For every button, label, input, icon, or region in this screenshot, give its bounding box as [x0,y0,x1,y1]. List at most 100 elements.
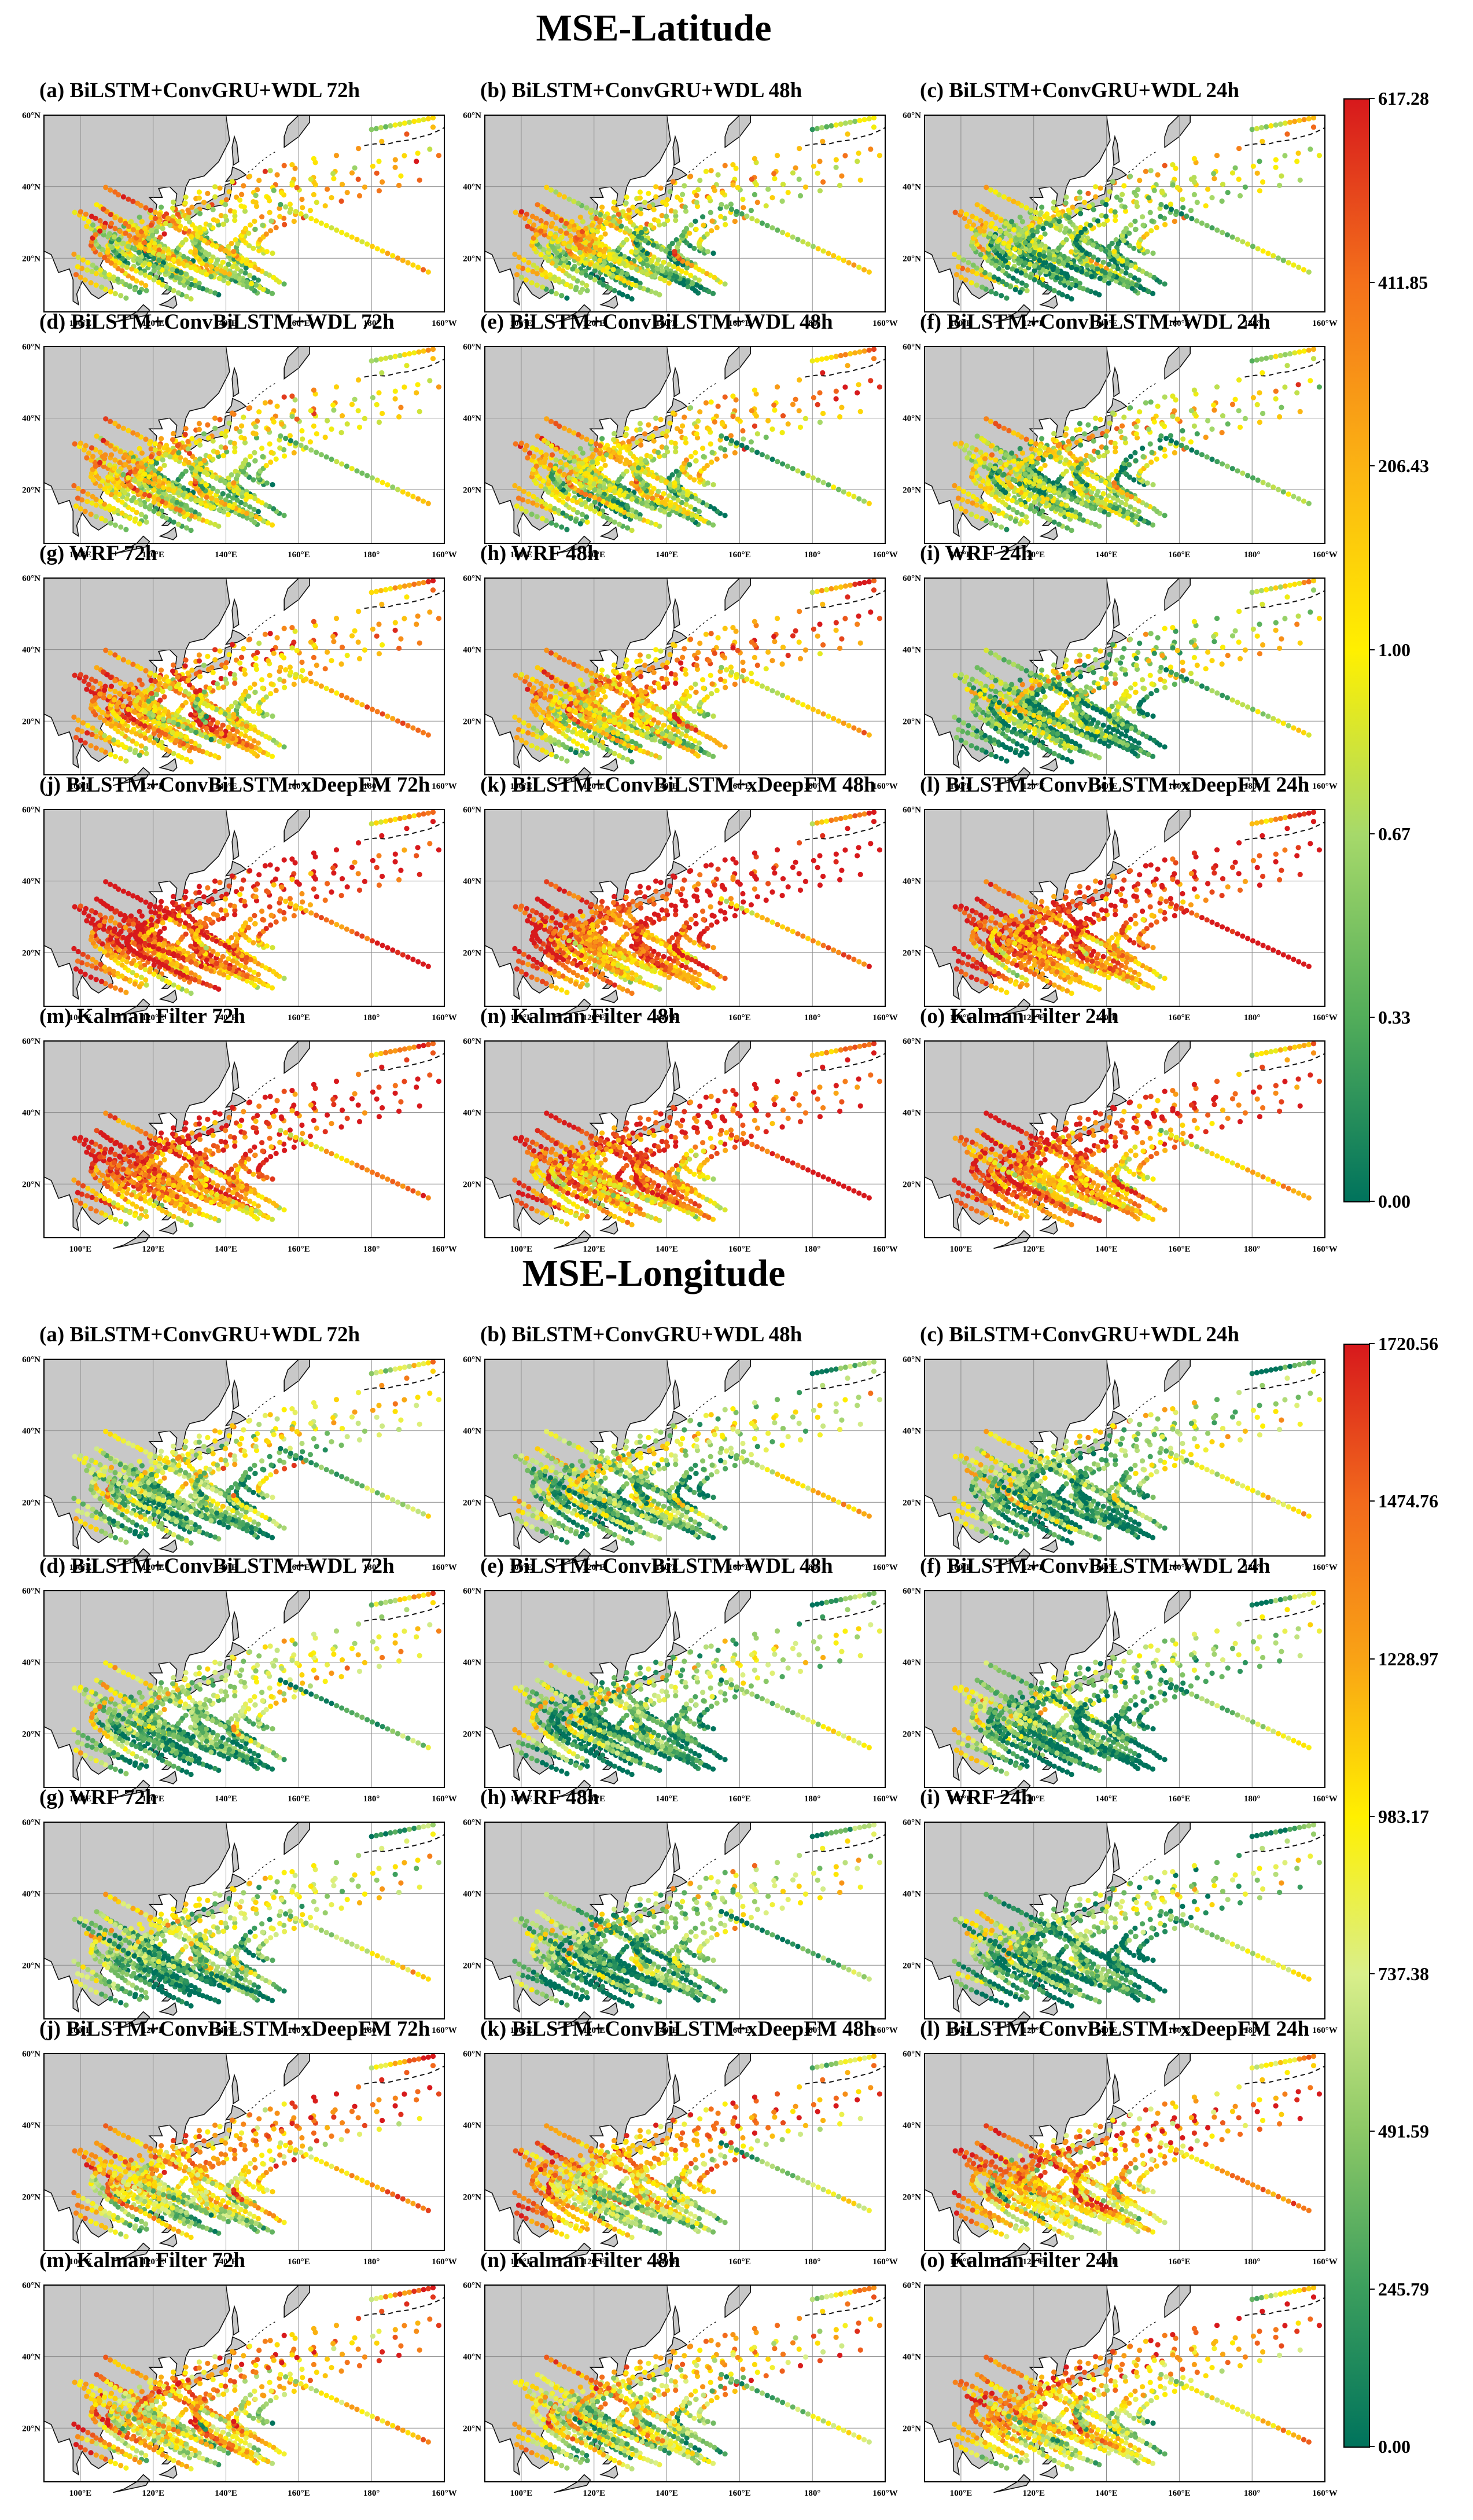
track-point [987,272,992,277]
track-point [339,230,344,235]
track-point [1137,409,1142,414]
track-point [1243,185,1248,190]
track-point [1230,170,1235,175]
track-point [718,214,723,219]
track-point [535,514,540,519]
track-point [1140,214,1145,219]
track-point [1064,237,1069,242]
track-point [732,219,738,224]
track-point [230,410,235,415]
track-point [253,193,259,198]
track-point [1311,124,1316,130]
track-point [1298,178,1303,183]
track-point [299,211,304,216]
track-point [1149,218,1154,223]
track-point [624,469,629,474]
track-point [1292,119,1297,124]
track-point [356,176,361,182]
track-point [1043,231,1048,237]
track-point [167,487,172,492]
track-point [871,347,877,352]
track-point [227,189,232,194]
track-point [688,222,694,227]
track-point [688,504,693,509]
y-tick-label: 40°N [903,414,921,424]
track-point [1169,207,1174,212]
track-point [705,463,710,468]
track-point [978,218,984,223]
track-point [167,223,172,228]
track-point [349,234,355,240]
track-point [369,127,374,132]
track-point [650,264,655,270]
track-point [430,115,436,120]
track-point [1225,421,1231,426]
track-point [323,203,328,208]
track-point [242,436,247,441]
track-point [1034,229,1040,234]
track-point [836,487,841,492]
track-point [846,491,852,496]
track-point [293,440,299,446]
track-point [730,393,735,399]
track-point [786,421,791,426]
track-point [142,457,148,462]
track-point [1004,527,1009,532]
track-point [650,496,655,501]
track-point [1150,251,1155,256]
track-point [820,370,825,376]
track-point [780,230,785,235]
track-point [1077,189,1082,194]
track-point [147,262,152,267]
track-point [197,196,202,201]
track-point [625,525,630,531]
track-point [1038,466,1043,472]
track-point [800,239,805,244]
track-point [1091,242,1096,248]
track-point [624,426,629,431]
track-point [131,227,136,232]
track-point [1133,458,1139,463]
track-point [989,289,994,294]
panel-title: (e) BiLSTM+ConvBiLSTM+WDL 48h [480,310,833,335]
track-point [595,229,600,234]
track-point [156,257,161,263]
track-point [963,277,969,282]
track-point [993,215,998,220]
track-point [137,446,142,451]
track-point [780,413,786,418]
track-point [129,266,134,271]
track-point [769,195,775,200]
track-point [1287,120,1292,125]
track-point [339,198,344,204]
track-point [415,496,421,501]
track-point [130,199,135,204]
track-point [183,503,189,508]
track-point [159,436,164,442]
track-point [1120,424,1125,429]
track-point [564,527,569,532]
track-point [1148,168,1154,173]
track-point [824,356,829,361]
track-point [344,232,349,237]
track-point [84,455,89,461]
track-point [645,503,650,508]
track-point [197,189,202,194]
track-point [303,445,308,450]
track-point [1225,190,1231,195]
track-point [388,355,393,360]
track-point [693,219,698,224]
track-point [765,418,771,423]
track-point [769,426,775,432]
track-point [249,281,254,286]
track-point [268,218,274,223]
track-point [246,231,251,236]
track-point [571,431,576,436]
track-point [846,260,852,265]
track-point [152,245,157,250]
track-point [539,483,544,488]
track-point [153,441,158,446]
track-point [208,505,213,510]
track-point [84,499,90,504]
track-point [730,162,735,167]
